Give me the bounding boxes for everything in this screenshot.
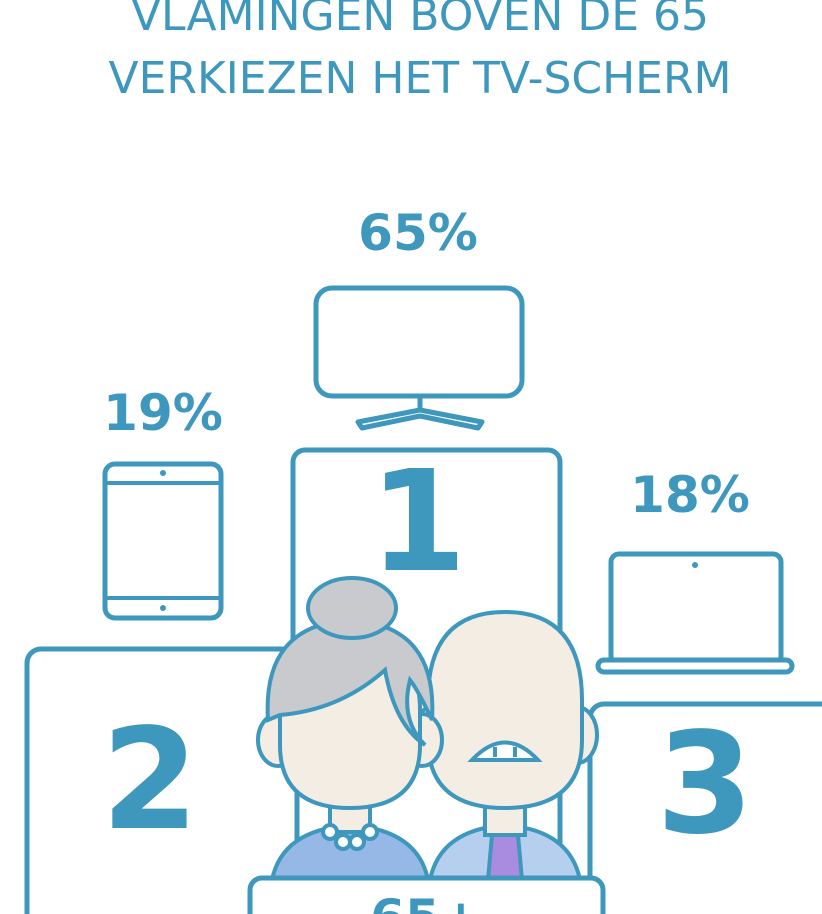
age-label: 65+ — [370, 889, 481, 914]
rank-label: 3 — [656, 703, 753, 866]
tv-icon — [313, 285, 525, 431]
share-label: 18% — [630, 466, 750, 524]
podium-block — [587, 701, 822, 914]
share-label: 19% — [103, 384, 223, 442]
woman-figure — [256, 576, 444, 882]
rank-label: 1 — [369, 441, 466, 604]
laptop-icon — [595, 551, 795, 675]
man-figure — [411, 609, 599, 882]
share-label: 65% — [358, 204, 478, 262]
rank-label: 2 — [101, 699, 198, 862]
tablet-icon — [102, 461, 224, 621]
age-plaque — [247, 875, 606, 914]
title-line: VERKIEZEN HET TV-SCHERM — [108, 53, 731, 104]
title-line: VLAMINGEN BOVEN DE 65 — [131, 0, 709, 41]
